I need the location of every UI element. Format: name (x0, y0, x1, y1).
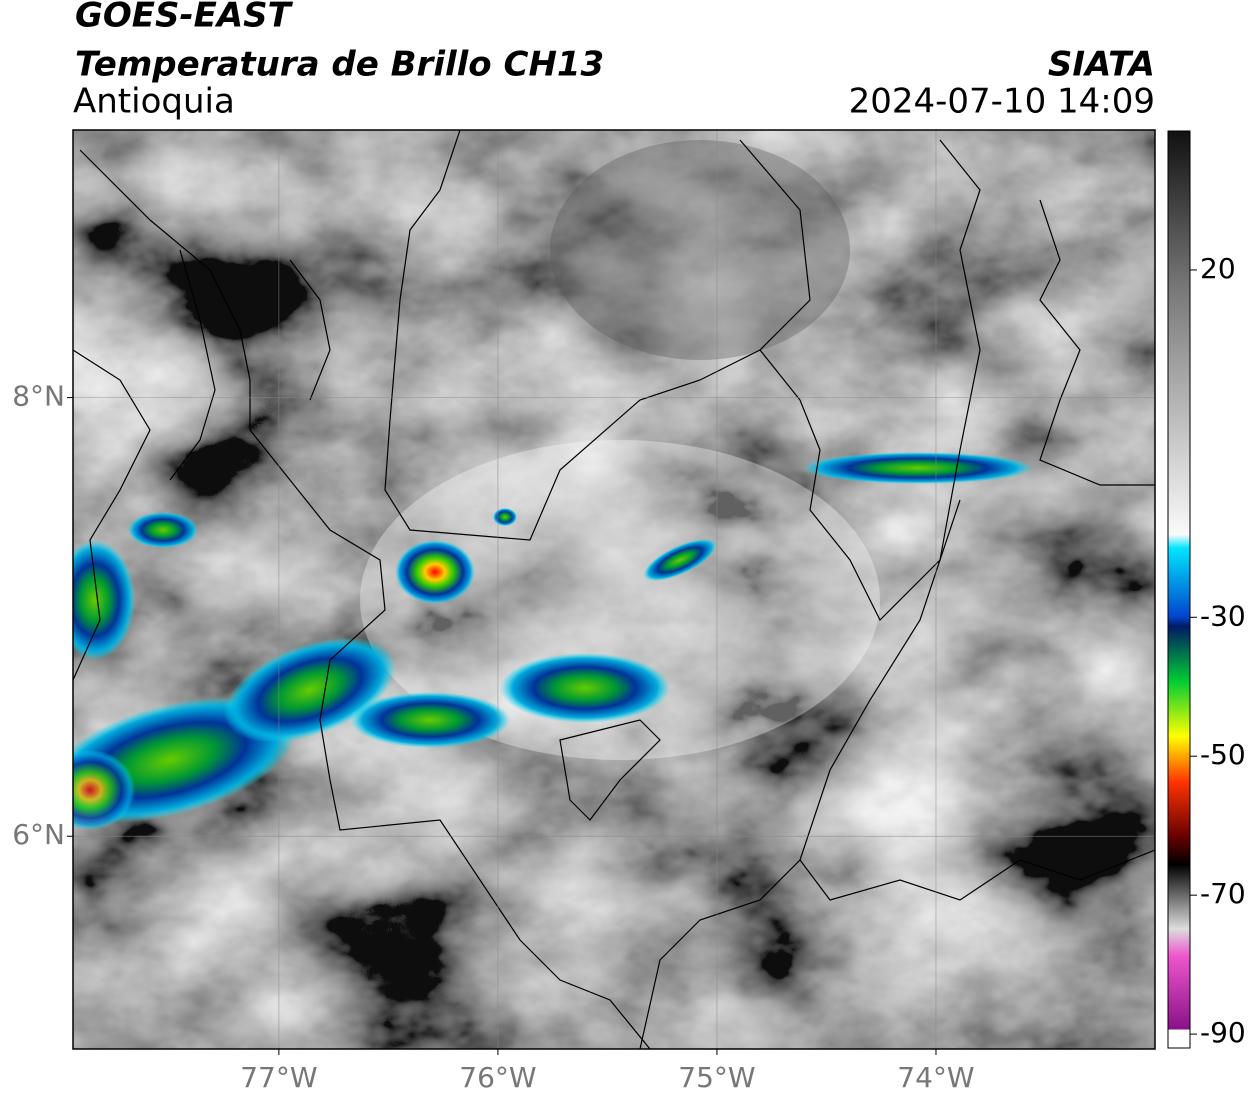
colorbar-tick-label: -50 (1200, 738, 1246, 771)
storm (395, 540, 475, 604)
colorbar-tick-label: 20 (1200, 252, 1236, 285)
x-tick-label: 74°W (897, 1061, 974, 1094)
y-tick-label: 8°N (12, 380, 65, 413)
storm (643, 538, 717, 582)
border (384, 130, 811, 541)
coast (73, 349, 151, 681)
source: SIATA (1048, 45, 1155, 85)
title: GOES-EAST (75, 0, 294, 36)
border (799, 849, 1155, 901)
coast (169, 249, 331, 481)
colorbar-tick-label: -30 (1200, 599, 1246, 632)
storm (493, 508, 517, 526)
datetime: 2024-07-10 14:09 (849, 82, 1155, 122)
storm (350, 692, 510, 748)
colorbar-tick-label: -90 (1200, 1016, 1246, 1049)
colorbar (1167, 130, 1191, 1049)
storm (803, 452, 1033, 484)
cloud-dark (550, 140, 850, 360)
border (559, 719, 661, 821)
y-tick-label: 6°N (12, 818, 65, 851)
map-image (73, 130, 1155, 1049)
map-frame (72, 129, 1156, 1050)
x-tick-label: 75°W (678, 1061, 755, 1094)
storm (73, 750, 135, 830)
subtitle: Temperatura de Brillo CH13 (75, 45, 604, 85)
border (759, 139, 981, 622)
x-tick-label: 76°W (459, 1061, 536, 1094)
storm (128, 512, 198, 548)
graticule (73, 130, 1155, 1049)
storm (73, 540, 135, 660)
x-tick-label: 77°W (240, 1061, 317, 1094)
border (79, 149, 651, 1049)
cloud-texture (73, 130, 1155, 1049)
cloud-bright (360, 440, 880, 760)
region: Antioquia (73, 82, 235, 122)
storm (500, 653, 670, 723)
border (1039, 199, 1155, 486)
colorbar-tick-label: -70 (1200, 877, 1246, 910)
